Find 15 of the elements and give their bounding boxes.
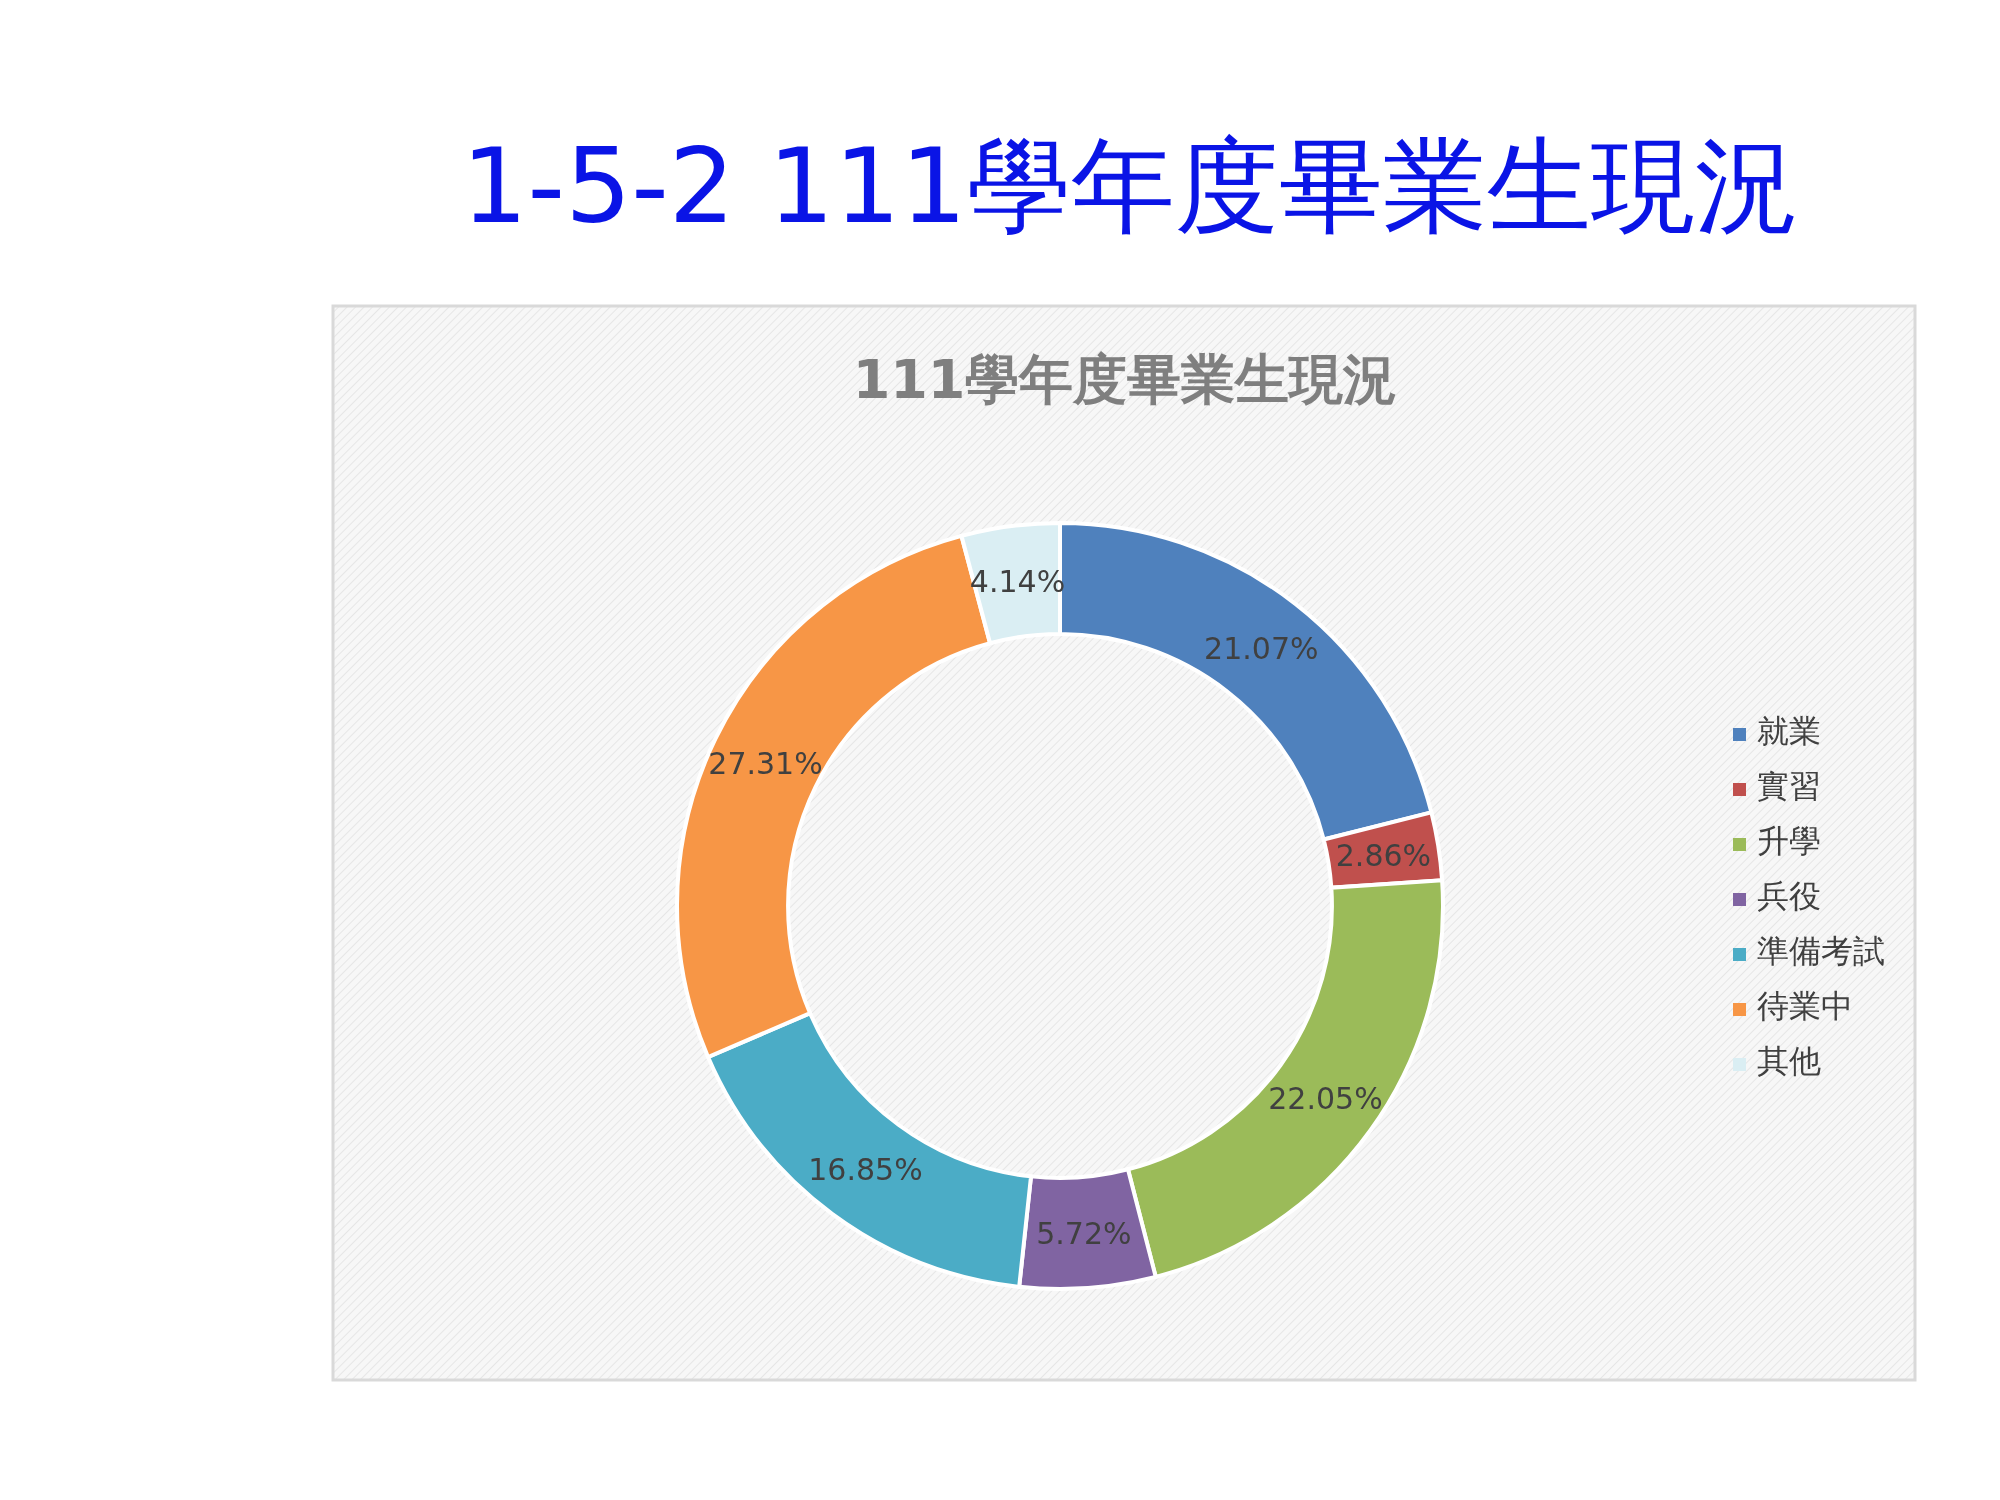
data-label: 21.07% <box>1204 630 1319 666</box>
legend-label: 實習 <box>1757 767 1821 805</box>
data-label: 27.31% <box>708 745 823 781</box>
chart-subtitle: 111學年度畢業生現況 <box>852 348 1398 411</box>
data-label: 5.72% <box>1036 1215 1132 1251</box>
legend-label: 準備考試 <box>1757 932 1885 970</box>
chart-title: 1-5-2 111學年度畢業生現況 <box>461 125 1799 247</box>
data-label: 22.05% <box>1268 1080 1383 1116</box>
legend-label: 就業 <box>1757 712 1821 750</box>
legend-label: 待業中 <box>1757 987 1853 1025</box>
legend-label: 升學 <box>1757 822 1821 860</box>
data-label: 16.85% <box>808 1152 923 1188</box>
legend-label: 其他 <box>1757 1042 1821 1080</box>
legend-label: 兵役 <box>1757 877 1821 915</box>
data-label: 2.86% <box>1335 837 1432 873</box>
